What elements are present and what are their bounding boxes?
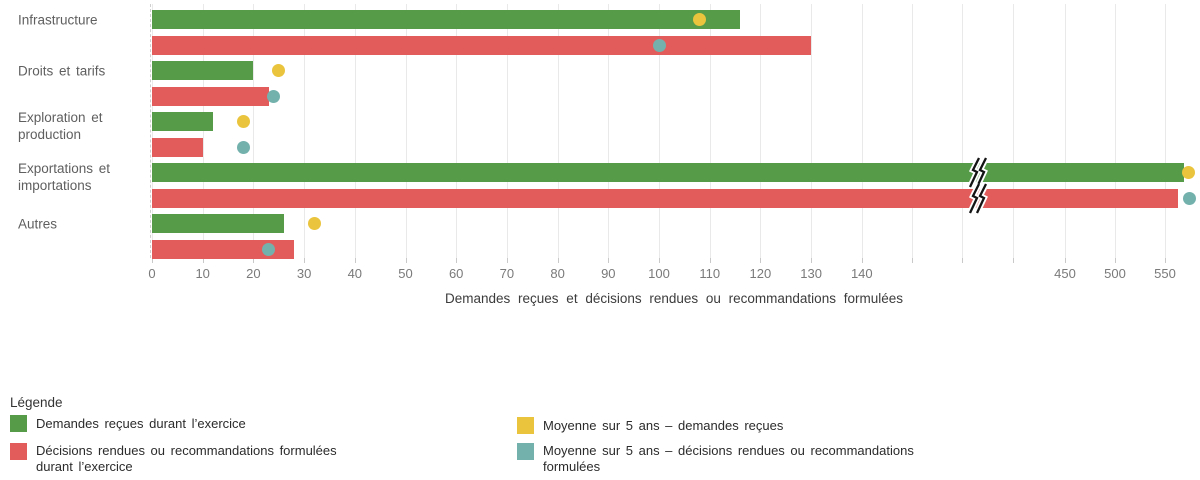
gridline [709, 4, 711, 258]
legend-label-demandes-recues: Demandes reçues durant l’exercice [36, 416, 246, 431]
x-axis-tick-label: 60 [448, 266, 464, 281]
legend-swatch-decisions-rendues [10, 443, 27, 460]
x-axis-tick-label: 80 [550, 266, 565, 281]
gridline [354, 4, 356, 258]
x-axis-tick [304, 258, 306, 263]
gridline [760, 4, 762, 258]
legend-swatch-demandes-recues [10, 415, 27, 432]
x-axis-tick [506, 258, 508, 263]
bar-decisions-rendues [152, 240, 294, 259]
gridline [1165, 4, 1166, 258]
gridline [1065, 4, 1066, 258]
bar-decisions-rendues [152, 36, 812, 55]
bar-demandes-recues [152, 10, 741, 29]
gridline [608, 4, 610, 258]
x-axis-tick [152, 258, 153, 263]
x-axis-tick [1065, 258, 1066, 263]
category-label: Infrastructure [18, 12, 98, 27]
bar-demandes-recues [152, 112, 213, 131]
dot-moyenne-decisions [267, 90, 281, 103]
x-axis-tick [456, 258, 458, 263]
gridline [456, 4, 458, 258]
x-axis-tick-label: 20 [246, 266, 261, 281]
dot-moyenne-decisions [262, 243, 276, 256]
dot-moyenne-decisions [1182, 192, 1196, 205]
gridline [912, 4, 913, 258]
gridline [253, 4, 255, 258]
gridline [1115, 4, 1116, 258]
x-axis-tick [962, 258, 963, 263]
bar-decisions-rendues [152, 138, 203, 157]
x-axis-tick-label: 70 [499, 266, 515, 281]
bar-demandes-recues [152, 163, 1184, 182]
gridline [811, 4, 813, 258]
x-axis-tick [253, 258, 255, 263]
x-axis-tick-label: 40 [347, 266, 363, 281]
category-label: Exportations et importations [18, 160, 111, 193]
x-axis-tick [608, 258, 610, 263]
legend-title: Légende [10, 395, 63, 410]
bar-decisions-rendues [152, 189, 1178, 208]
axis-break-icon [966, 156, 990, 189]
x-axis-tick [861, 258, 863, 263]
x-axis-tick-label: 120 [749, 266, 772, 281]
gridline [861, 4, 863, 258]
x-axis-tick-label: 30 [296, 266, 312, 281]
gridline [659, 4, 660, 258]
x-axis-tick [557, 258, 559, 263]
x-axis-tick-label: 140 [850, 266, 873, 281]
x-axis-tick [659, 258, 660, 263]
gridline [506, 4, 508, 258]
x-axis-tick [405, 258, 407, 263]
gridline [1013, 4, 1014, 258]
x-axis-tick [202, 258, 204, 263]
x-axis-title: Demandes reçues et décisions rendues ou … [445, 291, 903, 306]
x-axis-tick-label: 50 [398, 266, 413, 281]
x-axis-tick [1165, 258, 1166, 263]
dot-moyenne-decisions [652, 39, 666, 52]
x-axis-tick-label: 550 [1154, 266, 1176, 281]
x-axis-tick [354, 258, 356, 263]
legend-label-moyenne-decisions: Moyenne sur 5 ans – décisions rendues ou… [543, 443, 914, 474]
legend-swatch-moyenne-decisions [517, 443, 534, 460]
dot-moyenne-demandes [272, 64, 286, 77]
x-axis-tick-label: 100 [648, 266, 670, 281]
x-axis-tick [1115, 258, 1116, 263]
x-axis-tick [912, 258, 913, 263]
category-label: Exploration et production [18, 109, 103, 142]
dot-moyenne-demandes [307, 217, 321, 230]
gridline [557, 4, 559, 258]
x-axis-tick-label: 110 [699, 266, 721, 281]
axis-break-icon [966, 182, 990, 215]
bar-demandes-recues [152, 214, 284, 233]
x-axis-tick-label: 90 [601, 266, 616, 281]
bar-demandes-recues [152, 61, 254, 80]
dot-moyenne-demandes [693, 13, 707, 26]
x-axis-tick [1013, 258, 1014, 263]
gridline [405, 4, 407, 258]
dot-moyenne-demandes [236, 115, 250, 128]
legend-label-decisions-rendues: Décisions rendues ou recommandations for… [36, 443, 337, 474]
legend-label-moyenne-demandes: Moyenne sur 5 ans – demandes reçues [543, 418, 784, 433]
x-axis-tick-label: 0 [148, 266, 156, 281]
x-axis-tick-label: 450 [1054, 266, 1076, 281]
dot-moyenne-demandes [1181, 166, 1195, 179]
gridline [202, 4, 204, 258]
x-axis-tick-label: 130 [800, 266, 822, 281]
y-axis-line [150, 4, 151, 258]
gridline [152, 4, 153, 258]
x-axis-tick [760, 258, 762, 263]
category-label: Autres [18, 216, 58, 231]
gridline [304, 4, 306, 258]
dot-moyenne-decisions [236, 141, 250, 154]
x-axis-tick-label: 500 [1104, 266, 1126, 281]
x-axis-tick-label: 10 [195, 266, 210, 281]
category-label: Droits et tarifs [18, 63, 106, 78]
x-axis-tick [709, 258, 711, 263]
gridline [962, 4, 963, 258]
bar-decisions-rendues [152, 87, 269, 106]
legend-swatch-moyenne-demandes [517, 417, 534, 434]
x-axis-tick [811, 258, 813, 263]
